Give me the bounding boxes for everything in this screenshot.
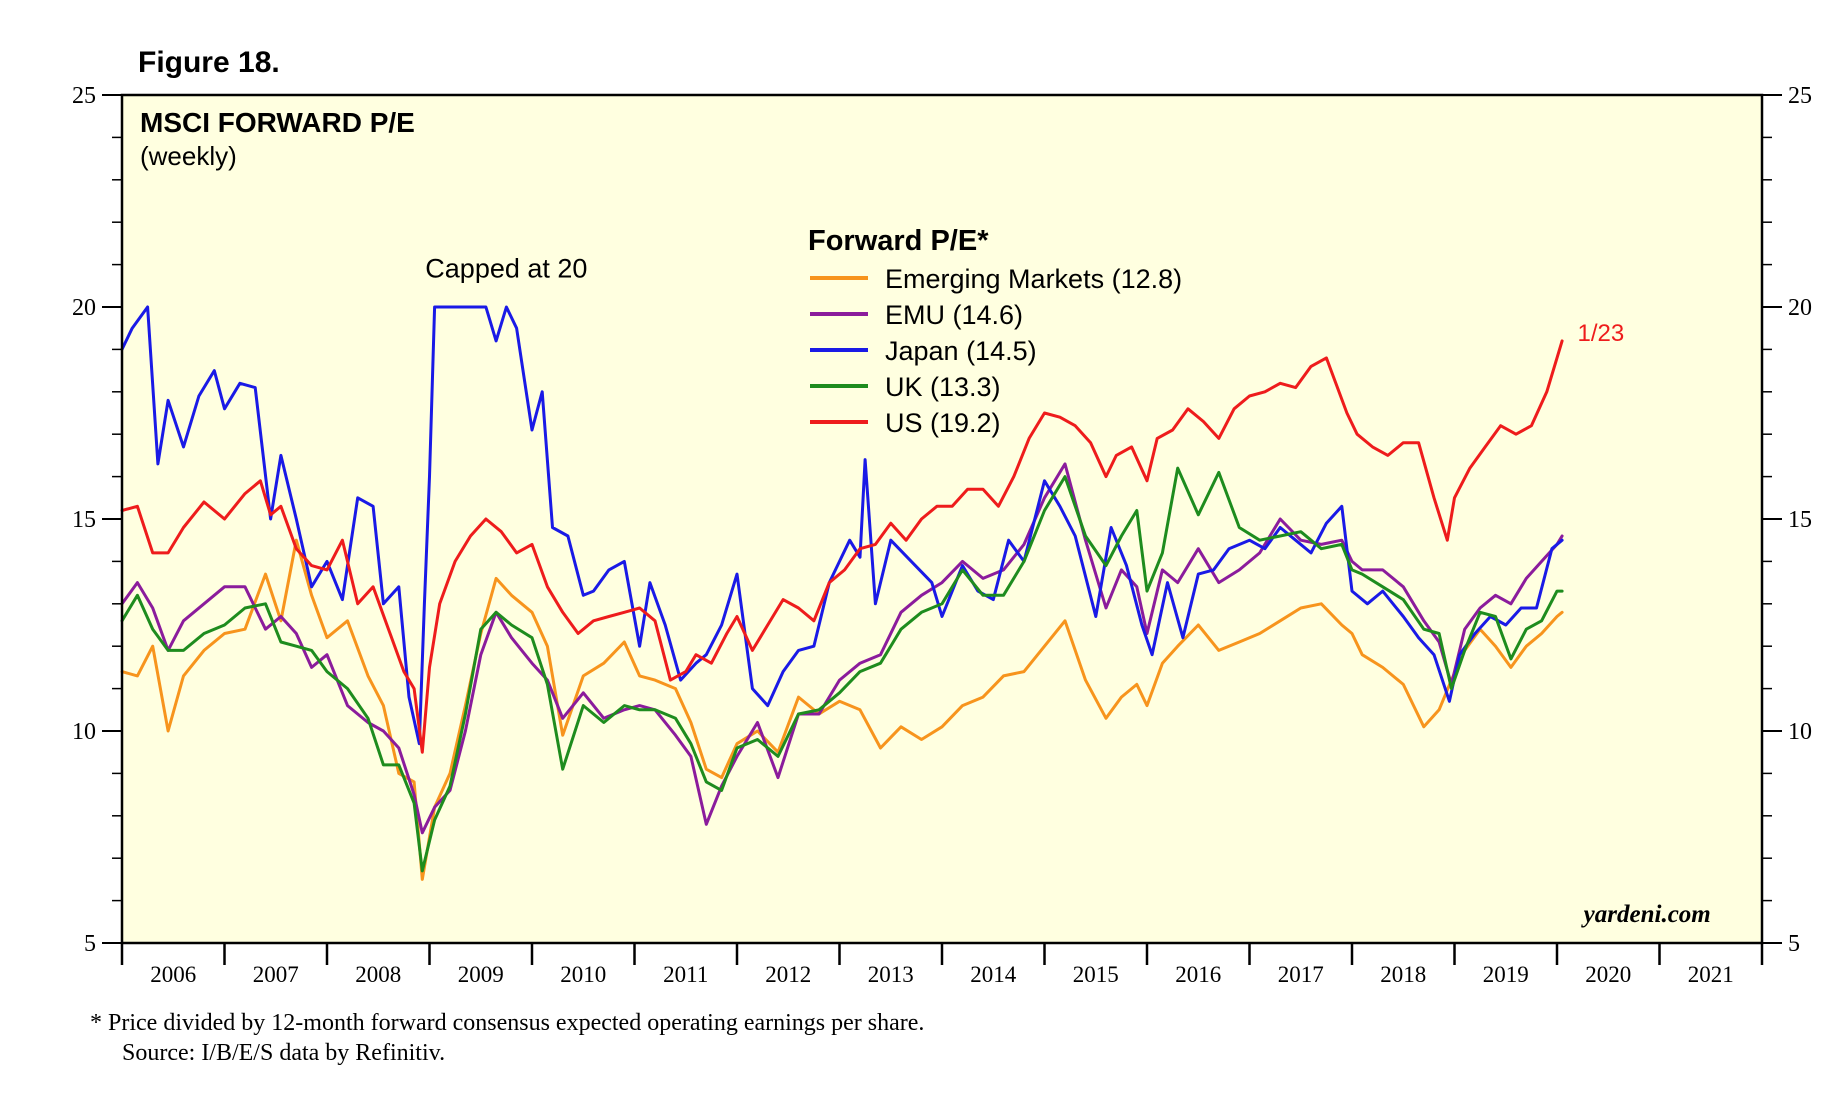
y-tick-label-right: 25: [1788, 83, 1812, 109]
x-tick-label: 2016: [1175, 962, 1221, 987]
legend-label-4: US (19.2): [885, 408, 1001, 438]
x-tick-label: 2009: [458, 962, 504, 987]
footnote-source: Source: I/B/E/S data by Refinitiv.: [122, 1040, 446, 1066]
legend: Forward P/E* Emerging Markets (12.8) EMU …: [808, 225, 1182, 438]
y-tick-label-right: 5: [1788, 931, 1800, 957]
y-tick-label-left: 15: [72, 507, 96, 533]
legend-title: Forward P/E*: [808, 225, 989, 257]
series-line-4: [120, 339, 1564, 754]
x-tick-label: 2015: [1073, 962, 1119, 987]
x-tick-label: 2019: [1483, 962, 1529, 987]
y-tick-label-right: 20: [1788, 295, 1812, 321]
legend-label-2: Japan (14.5): [885, 336, 1037, 366]
x-tick-label: 2017: [1278, 962, 1324, 987]
y-tick-label-left: 20: [72, 295, 96, 321]
plot-background: [122, 95, 1762, 943]
series-line-0: [120, 538, 1564, 881]
annotation-2: yardeni.com: [1581, 901, 1711, 928]
y-tick-label-left: 5: [84, 931, 96, 957]
y-tick-label-left: 10: [72, 719, 96, 745]
y-tick-label-right: 10: [1788, 719, 1812, 745]
legend-label-0: Emerging Markets (12.8): [885, 264, 1182, 294]
y-tick-label-left: 25: [72, 83, 96, 109]
x-tick-label: 2018: [1380, 962, 1426, 987]
footnote: * Price divided by 12-month forward cons…: [90, 1008, 924, 1068]
legend-label-3: UK (13.3): [885, 372, 1001, 402]
chart-subtitle: (weekly): [140, 141, 237, 171]
series-line-3: [120, 466, 1564, 873]
x-tick-label: 2021: [1688, 962, 1734, 987]
series-line-2: [120, 305, 1564, 746]
annotation-0: Capped at 20: [425, 253, 587, 283]
x-tick-label: 2006: [150, 962, 196, 987]
figure-label: Figure 18.: [138, 46, 280, 79]
annotation-1: 1/23: [1578, 320, 1625, 347]
x-tick-label: 2012: [765, 962, 811, 987]
y-tick-label-right: 15: [1788, 507, 1812, 533]
x-tick-label: 2020: [1585, 962, 1631, 987]
x-tick-label: 2014: [970, 962, 1017, 987]
x-tick-label: 2011: [663, 962, 708, 987]
series-line-1: [120, 462, 1564, 835]
legend-label-1: EMU (14.6): [885, 300, 1023, 330]
chart-title: MSCI FORWARD P/E: [140, 107, 415, 138]
x-tick-label: 2008: [355, 962, 401, 987]
footnote-definition: * Price divided by 12-month forward cons…: [90, 1010, 925, 1036]
x-tick-label: 2010: [560, 962, 606, 987]
x-tick-label: 2013: [868, 962, 914, 987]
x-tick-label: 2007: [253, 962, 299, 987]
